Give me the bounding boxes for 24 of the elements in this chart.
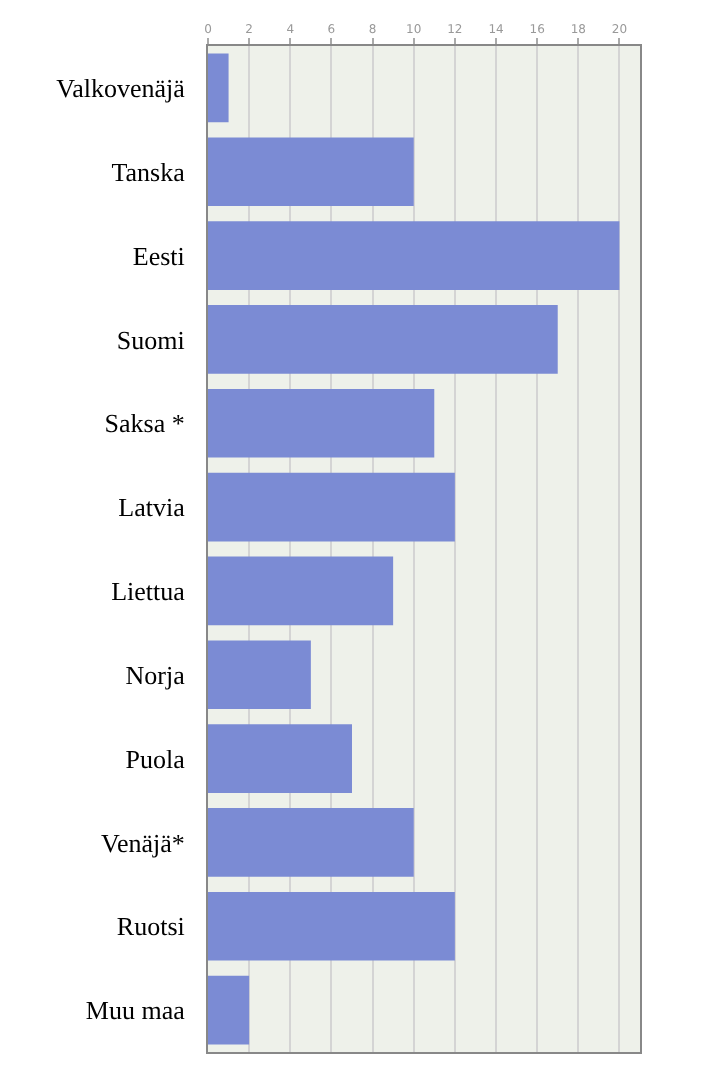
y-tick-label: Eesti [132,240,186,271]
y-tick-label: Venäjä* [101,827,185,858]
bar [208,388,435,458]
bar [208,724,352,793]
bar [208,53,229,123]
bar [208,556,394,626]
bar [208,221,620,290]
bar [208,808,414,877]
y-tick-label: Ruotsi [116,911,186,942]
y-tick-label: Suomi [116,324,186,355]
y-tick-label: Saksa * [104,408,185,439]
y-tick-label: Tanska [111,156,186,187]
y-tick-label: Muu maa [85,995,186,1026]
bar [208,975,250,1045]
bar [208,305,558,374]
y-tick-label: Liettua [111,576,186,607]
bar [208,137,414,207]
bar [208,891,455,961]
bar [208,472,455,542]
y-tick-label: Norja [125,659,186,690]
y-tick-label: Puola [125,743,186,774]
y-tick-label: Valkovenäjä [56,73,186,104]
y-tick-label: Latvia [118,492,186,523]
bar [208,640,311,710]
